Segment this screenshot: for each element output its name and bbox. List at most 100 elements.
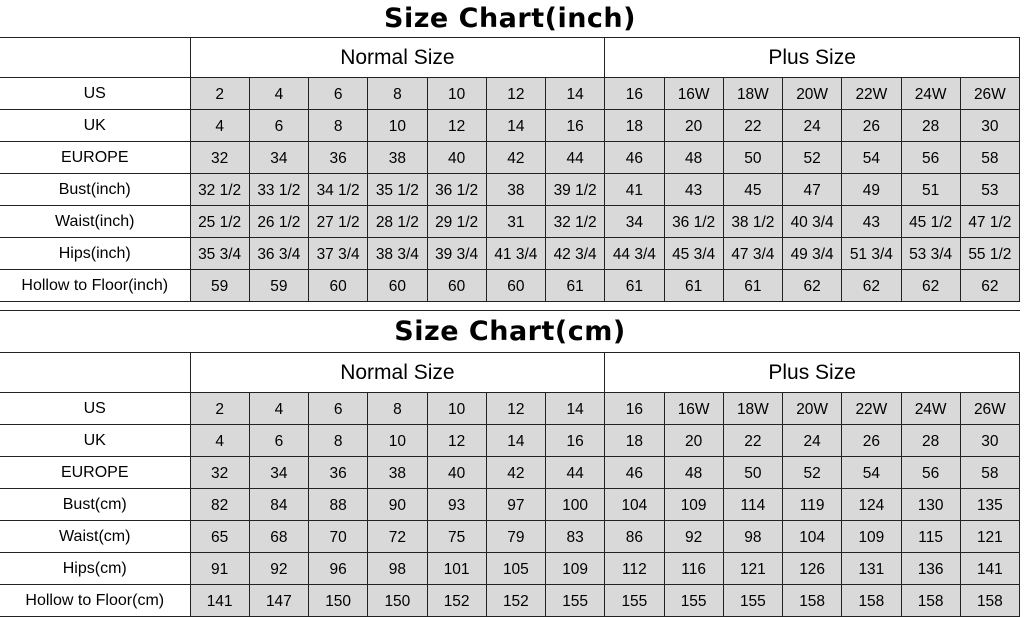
size-value-cell: 49 3/4 [781,237,843,270]
size-table: Normal Size Plus Size US 2 4 6 8 10 12 14 16 16W 18W… [0,37,1021,302]
size-value-cell: 16 [544,424,606,457]
group-header-normal-size: Normal Size [189,37,606,78]
table-row: US 2 4 6 8 10 12 14 16 16W 18W 20W 22W 24W 26W [0,392,1021,425]
size-value-cell: 24W [900,392,961,425]
size-value-cell: 44 [544,456,606,489]
size-value-cell: 72 [367,520,428,553]
row-label: Hips(cm) [0,552,191,585]
size-value-cell: 42 [485,141,547,174]
size-value-cell: 61 [722,269,784,302]
size-chart-cm: Size Chart(cm) Normal Size Plus Size US 2 4 6 8… [0,310,1021,617]
size-table: Normal Size Plus Size US 2 4 6 8 10 12 14 16 16W 18W… [0,352,1021,617]
size-value-cell: 4 [248,392,310,425]
row-label: Waist(inch) [0,205,191,238]
size-value-cell: 16W [663,77,724,110]
size-value-cell: 50 [722,456,784,489]
size-value-cell: 96 [307,552,369,585]
size-value-cell: 40 [426,456,487,489]
size-value-cell: 2 [189,77,250,110]
size-value-cell: 16 [544,109,606,142]
table-row: Hips(inch) 35 3/4 36 3/4 37 3/4 38 3/4 39 3/4… [0,237,1021,270]
size-value-cell: 36 [307,141,369,174]
size-value-cell: 130 [900,488,961,521]
size-value-cell: 135 [959,488,1021,521]
table-row: Bust(cm) 82 84 88 90 93 97 100 104 109 114 119 124 13… [0,488,1021,521]
size-value-cell: 39 3/4 [426,237,487,270]
size-value-cell: 114 [722,488,784,521]
table-row: US 2 4 6 8 10 12 14 16 16W 18W 20W 22W 24W 26W [0,77,1021,110]
size-value-cell: 58 [959,141,1021,174]
size-value-cell: 32 1/2 [544,205,606,238]
size-value-cell: 38 [367,141,428,174]
size-value-cell: 6 [307,77,369,110]
size-value-cell: 97 [485,488,547,521]
size-value-cell: 22W [841,392,902,425]
size-value-cell: 16 [604,392,665,425]
size-value-cell: 37 3/4 [307,237,369,270]
size-value-cell: 91 [189,552,250,585]
size-value-cell: 98 [722,520,784,553]
size-value-cell: 90 [367,488,428,521]
size-value-cell: 150 [367,584,428,617]
size-value-cell: 53 [959,173,1021,206]
size-value-cell: 84 [248,488,310,521]
size-value-cell: 121 [959,520,1021,553]
row-label: US [0,77,191,110]
size-value-cell: 35 3/4 [189,237,250,270]
size-value-cell: 56 [900,141,961,174]
size-value-cell: 147 [248,584,310,617]
size-value-cell: 44 3/4 [604,237,665,270]
size-value-cell: 100 [544,488,606,521]
size-value-cell: 124 [841,488,902,521]
size-value-cell: 34 1/2 [307,173,369,206]
size-value-cell: 116 [663,552,724,585]
size-value-cell: 36 3/4 [248,237,310,270]
row-label: Hips(inch) [0,237,191,270]
size-value-cell: 25 1/2 [189,205,250,238]
size-value-cell: 18W [722,77,784,110]
size-value-cell: 32 [189,456,250,489]
size-value-cell: 50 [722,141,784,174]
size-value-cell: 152 [485,584,547,617]
size-value-cell: 8 [367,77,428,110]
row-label: US [0,392,191,425]
blank-corner-cell [0,352,191,393]
size-value-cell: 26 [841,109,902,142]
size-value-cell: 29 1/2 [426,205,487,238]
size-value-cell: 36 1/2 [663,205,724,238]
size-value-cell: 126 [781,552,843,585]
size-value-cell: 18 [604,424,665,457]
size-value-cell: 62 [959,269,1021,302]
size-value-cell: 47 1/2 [959,205,1021,238]
size-value-cell: 12 [485,77,547,110]
size-value-cell: 10 [367,109,428,142]
size-value-cell: 44 [544,141,606,174]
size-value-cell: 26W [959,77,1021,110]
size-value-cell: 155 [722,584,784,617]
size-value-cell: 52 [781,141,843,174]
size-value-cell: 88 [307,488,369,521]
size-value-cell: 35 1/2 [367,173,428,206]
size-value-cell: 104 [781,520,843,553]
size-value-cell: 12 [426,109,487,142]
table-row: Waist(cm) 65 68 70 72 75 79 83 86 92 98 104 109 115 12… [0,520,1021,553]
size-value-cell: 12 [426,424,487,457]
size-value-cell: 41 [604,173,665,206]
size-value-cell: 38 3/4 [367,237,428,270]
size-value-cell: 14 [544,77,606,110]
size-value-cell: 48 [663,141,724,174]
size-value-cell: 30 [959,424,1021,457]
size-value-cell: 34 [248,456,310,489]
size-value-cell: 82 [189,488,250,521]
size-value-cell: 24 [781,424,843,457]
size-value-cell: 141 [959,552,1021,585]
size-value-cell: 28 [900,424,961,457]
size-value-cell: 59 [248,269,310,302]
size-value-cell: 61 [544,269,606,302]
size-value-cell: 8 [307,424,369,457]
size-value-cell: 28 [900,109,961,142]
size-value-cell: 22 [722,424,784,457]
size-value-cell: 92 [663,520,724,553]
table-row: EUROPE 32 34 36 38 40 42 44 46 48 50 52 54 56 58 [0,456,1021,489]
size-value-cell: 32 [189,141,250,174]
